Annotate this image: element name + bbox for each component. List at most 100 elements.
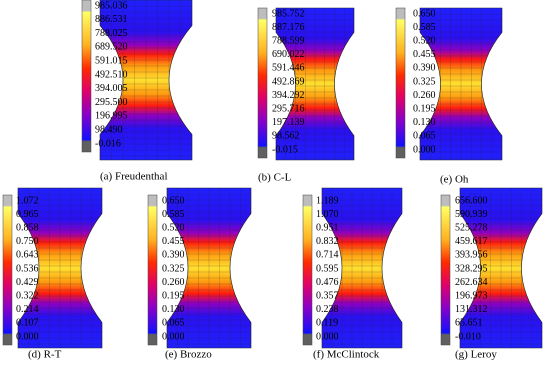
legend-label: 328.295: [455, 263, 488, 274]
legend-label: 394.005: [95, 83, 128, 94]
mesh: [167, 188, 251, 348]
legend-label: 131.312: [455, 304, 488, 315]
legend-label: 590.939: [455, 209, 488, 220]
legend-label: 0.065: [162, 318, 185, 329]
legend-label: 0.000: [16, 331, 39, 342]
legend-label: 295.500: [95, 97, 128, 108]
legend-label: 0.429: [16, 277, 39, 288]
legend-label: 1.189: [316, 195, 339, 206]
legend-label: 0.643: [16, 250, 39, 261]
legend-label: 0.065: [413, 131, 436, 142]
legend-label: 0.195: [162, 290, 185, 301]
legend-label: 0.858: [16, 222, 39, 233]
legend-label: 0.595: [316, 263, 339, 274]
legend-label: 0.130: [413, 117, 436, 128]
panel: 0.650 0.585 0.520 0.455 0.390 0.325 0.260 0.195…: [147, 187, 252, 361]
legend-label: 886.531: [95, 14, 128, 25]
legend-label: 0.650: [162, 195, 185, 206]
colorbar: [257, 7, 268, 159]
panel: 1.072 0.965 0.858 0.750 0.643 0.536 0.429 0.322…: [2, 187, 103, 361]
legend-label: 985.752: [272, 8, 305, 19]
legend-label: 0.650: [413, 8, 436, 19]
legend-label: 788.599: [272, 35, 305, 46]
legend-label: 591.446: [272, 63, 305, 74]
legend-label: 887.176: [272, 22, 305, 33]
legend-label: 0.520: [413, 35, 436, 46]
panel: 656.600 590.939 525.278 459.617 393.956 328.2…: [440, 187, 543, 361]
legend-label: 0.119: [316, 318, 338, 329]
legend-label: 0.260: [162, 277, 185, 288]
legend-label: 0.965: [16, 209, 39, 220]
legend-label: 0.714: [316, 250, 339, 261]
legend-label: 0.325: [413, 76, 436, 87]
colorbar: [81, 0, 92, 153]
legend-label: 492.869: [272, 76, 305, 87]
legend-label: -0.016: [95, 138, 121, 149]
legend-label: 394.292: [272, 90, 305, 101]
legend-label: 0.238: [316, 304, 339, 315]
legend-label: 196.995: [95, 111, 128, 122]
legend-label: 788.025: [95, 28, 128, 39]
panel: 1.189 1.070 0.951 0.832 0.714 0.595 0.476 0.357…: [302, 187, 403, 361]
legend-label: 0.322: [16, 290, 39, 301]
legend-label: -0.010: [455, 331, 481, 342]
legend-label: 1.070: [316, 209, 339, 220]
caption: (f) McClintock: [313, 349, 380, 361]
legend-label: 0.455: [413, 49, 436, 60]
legend-label: 459.617: [455, 236, 488, 247]
legend-label: 0.130: [162, 304, 185, 315]
legend-label: 525.278: [455, 222, 488, 233]
legend-label: 98.490: [95, 124, 123, 135]
colorbar: [147, 194, 158, 346]
legend-label: 0.832: [316, 236, 339, 247]
legend-label: 0.390: [162, 250, 185, 261]
legend-label: 0.520: [162, 222, 185, 233]
caption: (a) Freudenthal: [100, 171, 168, 183]
legend-label: 689.520: [95, 42, 128, 53]
caption: (d) R-T: [28, 349, 62, 361]
legend-label: 0.585: [162, 209, 185, 220]
legend-label: 196.973: [455, 290, 488, 301]
caption: (g) Leroy: [455, 349, 497, 361]
legend-label: 0.390: [413, 63, 436, 74]
caption: (e) Oh: [440, 174, 469, 186]
legend-label: 690.022: [272, 49, 305, 60]
legend-label: 656.600: [455, 195, 488, 206]
legend-label: 0.476: [316, 277, 339, 288]
legend-label: 492.510: [95, 69, 128, 80]
legend-label: 0.000: [316, 331, 339, 342]
colorbar: [440, 194, 451, 346]
legend-label: 0.455: [162, 236, 185, 247]
legend-label: 0.585: [413, 22, 436, 33]
legend-label: -0.015: [272, 144, 298, 155]
legend-label: 0.107: [16, 318, 39, 329]
colorbar: [2, 194, 13, 346]
legend-label: 591.015: [95, 55, 128, 66]
legend-label: 0.536: [16, 263, 39, 274]
legend-label: 0.750: [16, 236, 39, 247]
legend-label: 0.260: [413, 90, 436, 101]
legend-label: 0.357: [316, 290, 339, 301]
legend-label: 65.651: [455, 318, 483, 329]
legend-label: 262.634: [455, 277, 488, 288]
caption: (b) C-L: [258, 172, 292, 184]
legend-label: 393.956: [455, 250, 488, 261]
legend-label: 0.000: [413, 144, 436, 155]
panel: 0.650 0.585 0.520 0.455 0.390 0.325 0.260 0.195…: [395, 7, 503, 186]
legend-label: 1.072: [16, 195, 39, 206]
colorbar: [395, 7, 406, 159]
legend-label: 0.214: [16, 304, 39, 315]
legend-label: 98.562: [272, 131, 300, 142]
legend-label: 0.325: [162, 263, 185, 274]
colorbar: [302, 194, 313, 346]
legend-label: 0.951: [316, 222, 339, 233]
caption: (e) Brozzo: [165, 349, 212, 361]
legend-label: 985.036: [95, 0, 128, 11]
legend-label: 0.195: [413, 103, 436, 114]
legend-label: 0.000: [162, 331, 185, 342]
panel: 985.036 886.531 788.025 689.520 591.015 492.5…: [81, 0, 193, 183]
legend-label: 295.716: [272, 103, 305, 114]
legend-label: 197.139: [272, 117, 305, 128]
panel: 985.752 887.176 788.599 690.022 591.446 492.8…: [257, 7, 355, 184]
